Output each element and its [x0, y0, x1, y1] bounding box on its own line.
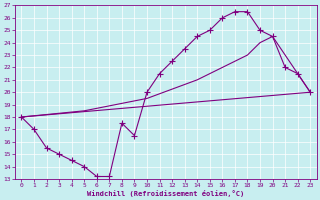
X-axis label: Windchill (Refroidissement éolien,°C): Windchill (Refroidissement éolien,°C)	[87, 190, 244, 197]
